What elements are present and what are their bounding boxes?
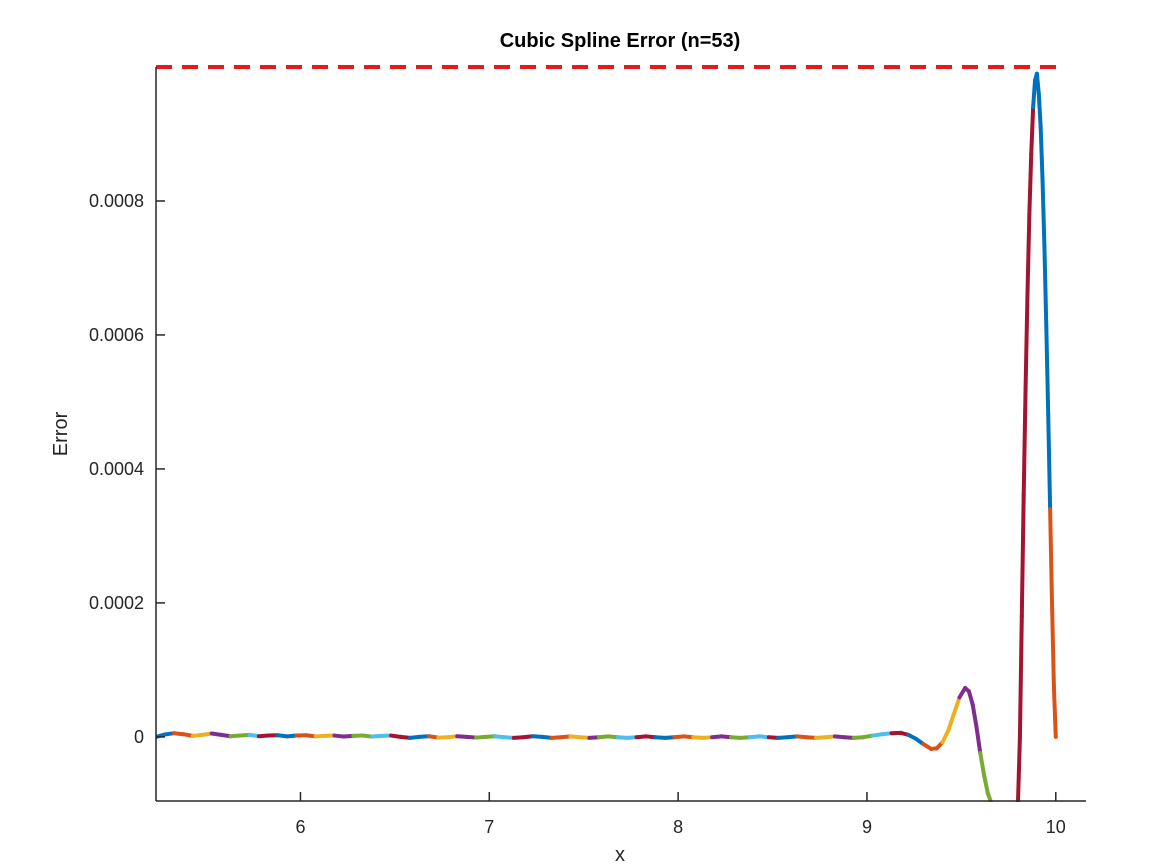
series-segment	[1034, 71, 1041, 96]
y-tick-label: 0.0006	[89, 325, 144, 345]
axes	[155, 67, 1086, 802]
chart-title: Cubic Spline Error (n=53)	[500, 30, 741, 52]
y-tick-label: 0.0004	[89, 459, 144, 479]
series-segment	[1023, 292, 1030, 391]
series-segment	[1036, 91, 1043, 130]
series-segment	[1016, 735, 1022, 802]
x-tick-label: 6	[295, 817, 305, 837]
ticks: 6 7 8 9 10 0 0.0002 0.0004 0.0006 0.0008	[89, 191, 1066, 837]
y-tick-label: 0	[134, 727, 144, 747]
series-segment	[1050, 600, 1056, 689]
data-layer	[156, 65, 1058, 802]
series-segment	[1038, 125, 1045, 183]
series-segment	[1019, 493, 1026, 619]
x-axis-label: x	[615, 844, 625, 865]
series-segment	[985, 791, 993, 802]
x-tick-label: 9	[862, 817, 872, 837]
series-segment	[1025, 212, 1032, 297]
series-segment	[951, 695, 962, 717]
series-segment	[1031, 78, 1038, 110]
series-segment	[978, 750, 987, 778]
x-tick-label: 10	[1046, 817, 1066, 837]
y-axis-label: Error	[50, 411, 72, 456]
y-tick-label: 0.0008	[89, 191, 144, 211]
series-segment	[1048, 507, 1055, 605]
y-tick-label: 0.0002	[89, 593, 144, 613]
series-segment	[1027, 152, 1034, 217]
series-segment	[966, 689, 975, 707]
series-segment	[982, 773, 990, 796]
series-segment	[946, 712, 956, 733]
series-segment	[1044, 326, 1051, 418]
series-segment	[974, 724, 983, 755]
series-segment	[1051, 684, 1058, 739]
series-segment	[970, 702, 979, 729]
series-segment	[940, 728, 951, 745]
x-tick-label: 8	[673, 817, 683, 837]
series-segment	[1017, 614, 1024, 740]
series-segment	[1046, 413, 1053, 512]
series-segment	[1029, 105, 1036, 157]
x-tick-label: 7	[484, 817, 494, 837]
series-segment	[1042, 245, 1049, 331]
series-segment	[1040, 178, 1047, 250]
series-segment	[1021, 386, 1028, 498]
